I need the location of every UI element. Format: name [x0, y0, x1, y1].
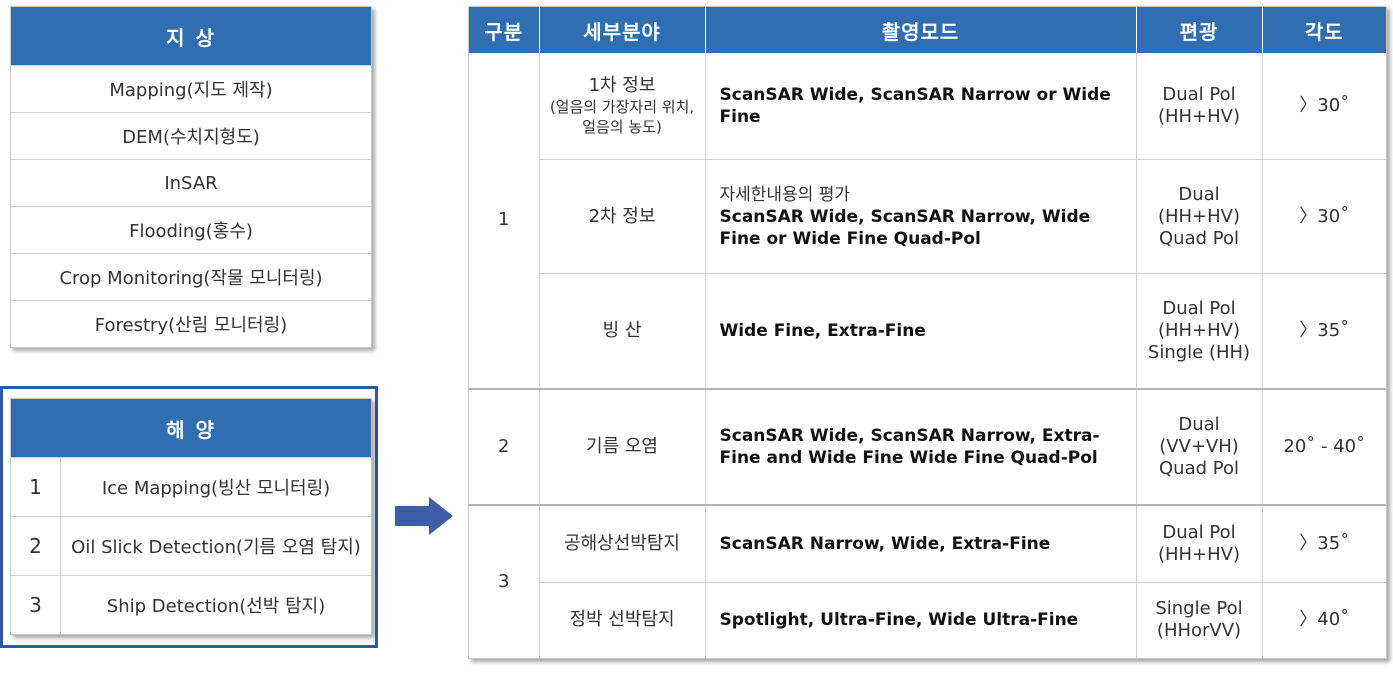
- header-polarization: 편광: [1136, 7, 1263, 53]
- table-header-row: 구분 세부분야 촬영모드 편광 각도: [469, 7, 1386, 53]
- ocean-item: 3 Ship Detection(선박 탐지): [11, 575, 371, 634]
- imaging-mode-cell: ScanSAR Narrow, Wide, Extra-Fine: [705, 504, 1137, 583]
- subfield-cell: 공해상선박탐지: [539, 504, 706, 583]
- subfield-cell: 기름 오염: [539, 388, 706, 506]
- table-row: 정박 선박탐지 Spotlight, Ultra-Fine, Wide Ultr…: [469, 582, 1386, 658]
- table-row: 2차 정보 자세한내용의 평가 ScanSAR Wide, ScanSAR Na…: [469, 159, 1386, 275]
- ocean-highlight-frame: [0, 386, 378, 648]
- angle-cell: 〉40˚: [1299, 609, 1350, 631]
- ocean-item-label: Oil Slick Detection(기름 오염 탐지): [71, 537, 361, 558]
- angle-cell: 20˚ - 40˚: [1262, 388, 1386, 506]
- header-imaging-mode: 촬영모드: [705, 7, 1137, 53]
- header-category: 구분: [469, 7, 540, 53]
- polarization-cell: Dual (VV+VH) Quad Pol: [1136, 388, 1263, 506]
- ocean-item-label: Ship Detection(선박 탐지): [106, 596, 326, 617]
- ground-panel: 지 상 Mapping(지도 제작) DEM(수치지형도) InSAR Floo…: [10, 6, 372, 348]
- imaging-mode-cell: ScanSAR Wide, ScanSAR Narrow, Extra-Fine…: [705, 388, 1137, 506]
- ocean-panel: 해 양 1 Ice Mapping(빙산 모니터링) 2 Oil Slick D…: [10, 398, 372, 635]
- angle-cell: 〉30˚: [1262, 159, 1386, 275]
- header-subfield: 세부분야: [539, 7, 706, 53]
- subfield-cell: 1차 정보 (얼음의 가장자리 위치, 얼음의 농도): [539, 53, 706, 160]
- ocean-item: 2 Oil Slick Detection(기름 오염 탐지): [11, 516, 371, 575]
- table-row: 빙 산 Wide Fine, Extra-Fine Dual Pol (HH+H…: [469, 273, 1386, 390]
- polarization-cell: Dual (HH+HV) Quad Pol: [1136, 159, 1263, 275]
- group-number: 2: [469, 388, 540, 506]
- angle-cell: 〉35˚: [1262, 273, 1386, 390]
- subfield-note: (얼음의 가장자리 위치, 얼음의 농도): [549, 98, 695, 136]
- ocean-item-number: 3: [11, 576, 61, 634]
- group-number: 3: [469, 504, 540, 658]
- imaging-mode-label: ScanSAR Wide, ScanSAR Narrow, Wide Fine …: [719, 206, 1091, 249]
- subfield-cell: 빙 산: [539, 273, 706, 390]
- polarization-cell: Dual Pol (HH+HV) Single (HH): [1136, 273, 1263, 390]
- imaging-mode-note: 자세한내용의 평가: [719, 184, 851, 205]
- imaging-mode-cell: ScanSAR Wide, ScanSAR Narrow or Wide Fin…: [705, 53, 1137, 160]
- imaging-mode-cell: Spotlight, Ultra-Fine, Wide Ultra-Fine: [705, 582, 1137, 658]
- ocean-item-label: Ice Mapping(빙산 모니터링): [101, 478, 331, 499]
- imaging-mode-cell: Wide Fine, Extra-Fine: [705, 273, 1137, 390]
- ocean-item: 1 Ice Mapping(빙산 모니터링): [11, 457, 371, 516]
- table-row: 2 기름 오염 ScanSAR Wide, ScanSAR Narrow, Ex…: [469, 388, 1386, 506]
- polarization-cell: Single Pol (HHorVV): [1136, 582, 1263, 658]
- header-angle: 각도: [1262, 7, 1386, 53]
- subfield-cell: 2차 정보: [539, 159, 706, 275]
- ground-item-insar: InSAR: [11, 159, 371, 206]
- angle-cell: 〉30˚: [1262, 53, 1386, 160]
- ground-item-crop: Crop Monitoring(작물 모니터링): [11, 253, 371, 300]
- angle-cell: 〉35˚: [1262, 504, 1386, 583]
- ground-item-dem: DEM(수치지형도): [11, 112, 371, 159]
- sar-mode-table: 구분 세부분야 촬영모드 편광 각도 1 1차 정보 (얼음의 가장자리 위치,…: [469, 7, 1386, 658]
- ocean-title: 해 양: [11, 399, 371, 457]
- imaging-mode-cell: 자세한내용의 평가 ScanSAR Wide, ScanSAR Narrow, …: [705, 159, 1137, 275]
- ground-title: 지 상: [11, 7, 371, 65]
- subfield-cell: 정박 선박탐지: [539, 582, 706, 658]
- ground-item-flooding: Flooding(홍수): [11, 206, 371, 253]
- table-row: 1 1차 정보 (얼음의 가장자리 위치, 얼음의 농도) ScanSAR Wi…: [469, 53, 1386, 390]
- subfield-label: 1차 정보: [588, 75, 656, 96]
- table-row: 3 공해상선박탐지 ScanSAR Narrow, Wide, Extra-Fi…: [469, 504, 1386, 658]
- ground-item-mapping: Mapping(지도 제작): [11, 65, 371, 112]
- group-number: 1: [469, 53, 540, 390]
- polarization-cell: Dual Pol (HH+HV): [1136, 53, 1263, 160]
- ocean-item-number: 1: [11, 458, 61, 516]
- ground-item-forestry: Forestry(산림 모니터링): [11, 300, 371, 347]
- polarization-cell: Dual Pol (HH+HV): [1136, 504, 1263, 583]
- right-arrow-icon: [395, 497, 453, 535]
- ocean-item-number: 2: [11, 517, 61, 575]
- sar-mode-table-panel: 구분 세부분야 촬영모드 편광 각도 1 1차 정보 (얼음의 가장자리 위치,…: [468, 6, 1387, 659]
